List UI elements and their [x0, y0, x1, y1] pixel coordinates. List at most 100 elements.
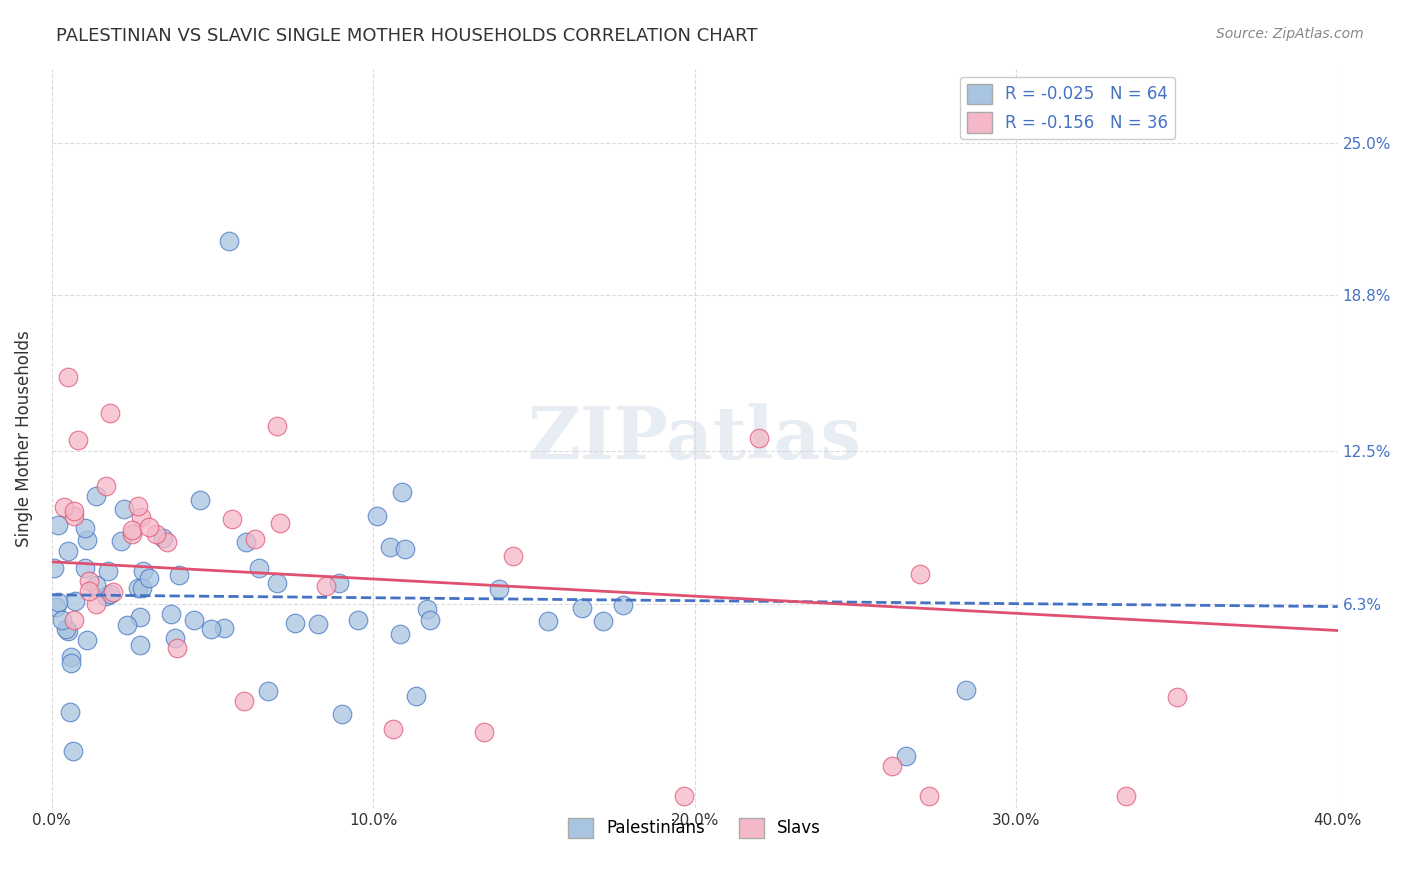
Palestinians	[129, 638, 152, 652]
Palestinians	[55, 622, 77, 636]
Slavs	[908, 567, 931, 582]
Palestinians	[63, 594, 86, 608]
Slavs	[56, 369, 79, 384]
Palestinians	[56, 624, 79, 638]
Slavs	[232, 694, 254, 708]
Palestinians	[46, 595, 69, 609]
Palestinians	[378, 541, 401, 555]
Palestinians	[138, 571, 160, 585]
Slavs	[243, 533, 266, 547]
Slavs	[166, 640, 188, 655]
Palestinians	[571, 600, 593, 615]
Palestinians	[330, 706, 353, 721]
Palestinians	[73, 521, 96, 535]
Palestinians	[212, 621, 235, 635]
Slavs	[77, 574, 100, 588]
Palestinians	[218, 234, 240, 248]
Slavs	[53, 500, 76, 515]
Palestinians	[592, 615, 614, 629]
Slavs	[156, 534, 179, 549]
Slavs	[63, 613, 86, 627]
Slavs	[1166, 690, 1188, 705]
Slavs	[138, 520, 160, 534]
Slavs	[145, 527, 167, 541]
Slavs	[94, 479, 117, 493]
Slavs	[62, 504, 84, 518]
Palestinians	[115, 618, 138, 632]
Palestinians	[488, 582, 510, 596]
Slavs	[84, 597, 107, 611]
Slavs	[880, 758, 903, 772]
Palestinians	[247, 561, 270, 575]
Palestinians	[347, 613, 370, 627]
Slavs	[221, 512, 243, 526]
Palestinians	[60, 650, 83, 665]
Palestinians	[159, 607, 181, 621]
Slavs	[269, 516, 291, 530]
Slavs	[131, 510, 153, 524]
Palestinians	[131, 581, 153, 595]
Palestinians	[537, 614, 560, 628]
Palestinians	[51, 613, 73, 627]
Slavs	[266, 419, 288, 434]
Palestinians	[84, 577, 107, 591]
Palestinians	[894, 748, 917, 763]
Palestinians	[45, 599, 67, 614]
Palestinians	[419, 613, 441, 627]
Palestinians	[132, 564, 155, 578]
Y-axis label: Single Mother Households: Single Mother Households	[15, 330, 32, 547]
Palestinians	[42, 561, 65, 575]
Slavs	[502, 549, 524, 563]
Palestinians	[100, 587, 122, 601]
Slavs	[66, 433, 89, 447]
Palestinians	[75, 560, 97, 574]
Palestinians	[128, 610, 150, 624]
Slavs	[673, 789, 696, 804]
Palestinians	[612, 598, 634, 612]
Palestinians	[391, 485, 413, 500]
Slavs	[1115, 789, 1137, 804]
Palestinians	[127, 581, 149, 595]
Palestinians	[366, 508, 388, 523]
Palestinians	[416, 602, 439, 616]
Palestinians	[97, 564, 120, 578]
Slavs	[103, 585, 125, 599]
Palestinians	[110, 534, 132, 549]
Palestinians	[188, 493, 211, 508]
Slavs	[127, 500, 149, 514]
Palestinians	[307, 616, 329, 631]
Slavs	[917, 789, 939, 804]
Slavs	[315, 579, 337, 593]
Palestinians	[112, 501, 135, 516]
Palestinians	[394, 541, 416, 556]
Palestinians	[389, 627, 412, 641]
Palestinians	[183, 614, 205, 628]
Palestinians	[167, 568, 190, 582]
Slavs	[121, 523, 143, 537]
Palestinians	[328, 575, 350, 590]
Palestinians	[200, 622, 222, 636]
Palestinians	[76, 533, 98, 547]
Palestinians	[256, 683, 278, 698]
Slavs	[98, 406, 121, 420]
Palestinians	[152, 531, 174, 545]
Palestinians	[405, 690, 427, 704]
Text: Source: ZipAtlas.com: Source: ZipAtlas.com	[1216, 27, 1364, 41]
Palestinians	[46, 517, 69, 532]
Palestinians	[59, 705, 82, 719]
Slavs	[121, 526, 143, 541]
Slavs	[62, 508, 84, 523]
Palestinians	[84, 489, 107, 503]
Palestinians	[165, 632, 187, 646]
Palestinians	[76, 632, 98, 647]
Slavs	[472, 725, 495, 739]
Text: ZIPatlas: ZIPatlas	[527, 403, 862, 474]
Palestinians	[266, 575, 288, 590]
Palestinians	[284, 616, 307, 631]
Slavs	[748, 432, 770, 446]
Palestinians	[60, 656, 83, 670]
Palestinians	[235, 534, 257, 549]
Palestinians	[96, 589, 118, 603]
Palestinians	[955, 683, 977, 698]
Slavs	[381, 722, 404, 736]
